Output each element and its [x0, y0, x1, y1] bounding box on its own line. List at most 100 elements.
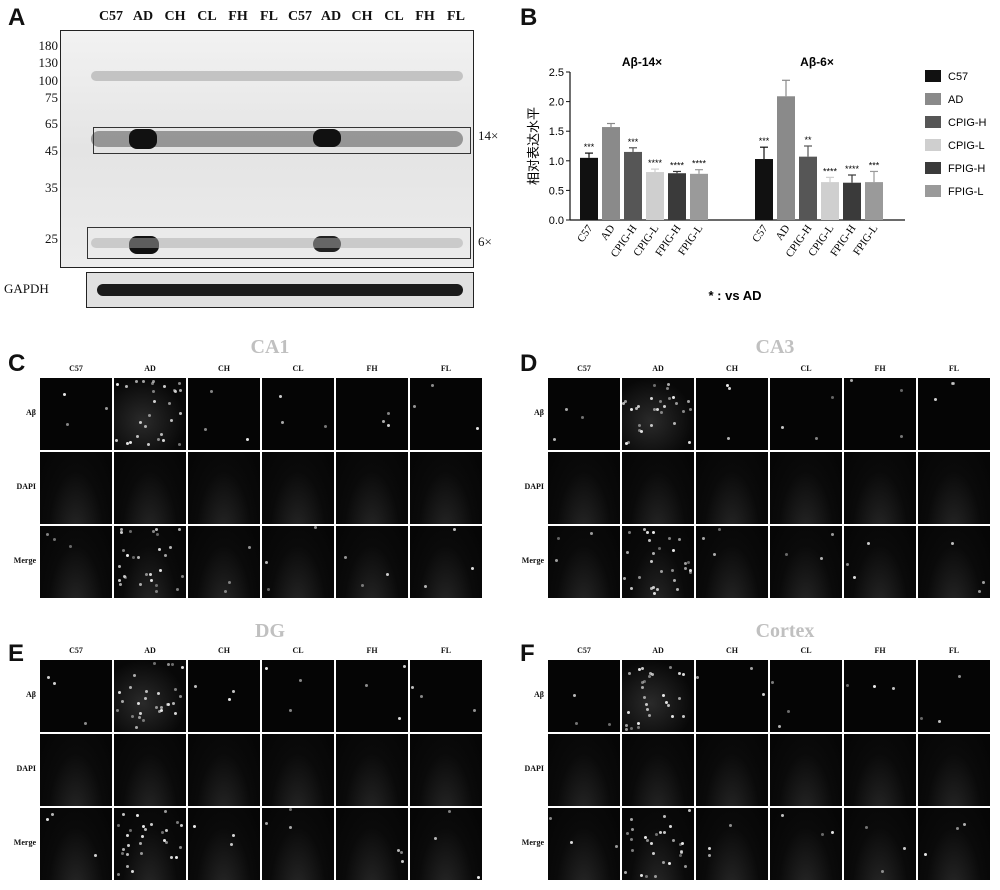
x-tick-label: AD — [774, 223, 793, 243]
micrograph-cell — [262, 734, 334, 806]
micrograph-cell — [336, 734, 408, 806]
micrograph-cell — [844, 660, 916, 732]
column-label: FL — [948, 646, 960, 655]
column-label: C57 — [69, 646, 83, 655]
lane-label: C57 — [287, 9, 313, 24]
legend-swatch — [925, 162, 941, 174]
micrograph-cell — [410, 808, 482, 880]
box-label-14x: 14× — [478, 128, 499, 143]
region-title-dg: DG — [255, 620, 285, 642]
mw-marker: 130 — [38, 55, 59, 70]
gapdh-blot — [86, 272, 474, 308]
x-tick-label: C57 — [575, 222, 596, 244]
y-axis-label: 相对表达水平 — [527, 107, 542, 185]
bar — [865, 182, 883, 220]
legend-swatch — [925, 93, 941, 105]
legend-swatch — [925, 139, 941, 151]
y-tick-label: 0.0 — [549, 215, 564, 227]
bar — [624, 151, 642, 220]
mw-marker: 35 — [45, 180, 58, 195]
micrograph-cell — [918, 734, 990, 806]
column-label: CH — [218, 646, 230, 655]
legend-swatch — [925, 70, 941, 82]
column-label: C57 — [69, 364, 83, 373]
micrograph-cell — [114, 734, 186, 806]
micrograph-grid-cortex: C57 AD CH CL FH FL Aβ DAPI Merge — [522, 646, 998, 886]
mw-marker: 45 — [45, 143, 58, 158]
micrograph-cell — [188, 734, 260, 806]
significance-label: **** — [670, 160, 685, 170]
lane-label: CL — [197, 9, 217, 24]
group-title: Aβ-6× — [800, 55, 834, 69]
micrograph-cell — [40, 808, 112, 880]
micrograph-cell — [918, 808, 990, 880]
micrograph-cell — [114, 452, 186, 524]
group-title: Aβ-14× — [622, 55, 662, 69]
lane-label: FL — [260, 9, 278, 24]
row-label: Merge — [13, 556, 36, 565]
significance-note: * : vs AD — [709, 288, 762, 303]
micrograph-cell — [770, 808, 842, 880]
micrograph-cell — [844, 734, 916, 806]
column-label: CH — [218, 364, 230, 373]
column-label: CH — [726, 364, 738, 373]
legend-label: CPIG-H — [948, 117, 987, 129]
lane-label: FL — [447, 9, 465, 24]
micrograph-cell — [770, 452, 842, 524]
micrograph-cell — [262, 526, 334, 598]
mw-marker: 75 — [45, 90, 58, 105]
legend-swatch — [925, 116, 941, 128]
micrograph-cell — [622, 526, 694, 598]
micrograph-cell — [696, 378, 768, 450]
micrograph-cell — [188, 660, 260, 732]
micrograph-cell — [336, 378, 408, 450]
lane-label: AD — [320, 9, 342, 24]
mw-marker: 180 — [38, 38, 59, 53]
micrograph-cell — [114, 526, 186, 598]
column-label: FL — [948, 364, 960, 373]
micrograph-cell — [262, 660, 334, 732]
micrograph-cell — [40, 734, 112, 806]
y-tick-label: 1.0 — [549, 156, 564, 168]
x-tick-label: AD — [599, 223, 618, 243]
region-title-cortex: Cortex — [755, 620, 815, 642]
x-tick-label: C57 — [750, 222, 771, 244]
bar — [602, 127, 620, 220]
panel-label-b: B — [520, 4, 538, 31]
row-label: Aβ — [26, 690, 36, 699]
column-label: FH — [874, 646, 886, 655]
micrograph-grid-ca1: C57 AD CH CL FH FL Aβ DAPI Merge — [14, 364, 490, 604]
micrograph-cell — [770, 660, 842, 732]
bar — [799, 156, 817, 220]
micrograph-cell — [548, 526, 620, 598]
bar — [821, 182, 839, 220]
micrograph-cell — [548, 378, 620, 450]
bar — [690, 173, 708, 220]
micrograph-cell — [918, 526, 990, 598]
micrograph-cell — [696, 660, 768, 732]
micrograph-cell — [548, 452, 620, 524]
panel-label-e: E — [8, 640, 25, 667]
significance-label: ** — [804, 135, 812, 145]
micrograph-cell — [40, 526, 112, 598]
y-tick-label: 2.0 — [549, 97, 564, 109]
micrograph-cell — [262, 808, 334, 880]
row-label: DAPI — [16, 482, 36, 491]
micrograph-cell — [844, 808, 916, 880]
bar — [668, 173, 686, 220]
image-grid — [40, 660, 482, 880]
column-label: AD — [652, 646, 664, 655]
mw-marker: 65 — [45, 116, 58, 131]
micrograph-cell — [336, 660, 408, 732]
lane-label: FH — [228, 9, 248, 24]
micrograph-cell — [696, 526, 768, 598]
lane-label: C57 — [98, 9, 124, 24]
row-label: Aβ — [534, 408, 544, 417]
column-label: FH — [874, 364, 886, 373]
micrograph-cell — [918, 378, 990, 450]
bar — [843, 182, 861, 220]
micrograph-cell — [918, 452, 990, 524]
region-title-ca1: CA1 — [250, 336, 290, 358]
legend-label: FPIG-H — [948, 163, 985, 175]
image-grid — [548, 660, 990, 880]
